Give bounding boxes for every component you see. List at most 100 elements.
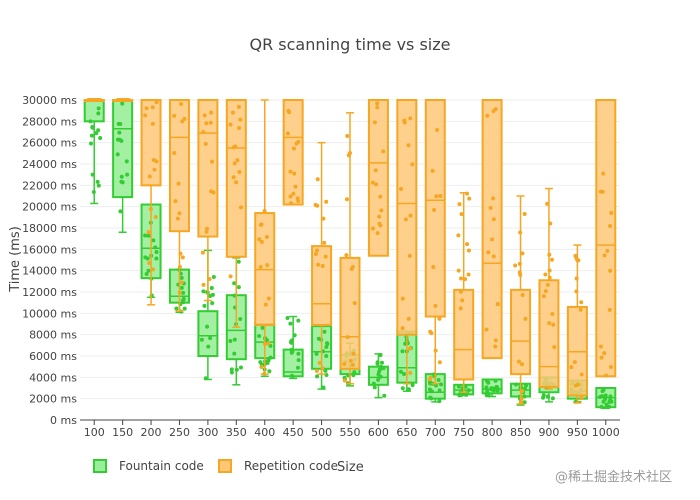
box-800[interactable] (481, 99, 503, 360)
box-150[interactable] (112, 98, 134, 102)
legend-label-fountain[interactable]: Fountain code (119, 459, 204, 473)
box-250[interactable] (168, 99, 190, 312)
x-tick-label: 550 (340, 426, 361, 439)
sample-point (178, 251, 183, 256)
sample-point (154, 256, 159, 261)
legend-label-repetition[interactable]: Repetition code (244, 459, 338, 473)
box-300[interactable] (197, 99, 219, 302)
box-500[interactable] (311, 141, 333, 375)
sample-point (543, 289, 548, 294)
sample-point (433, 303, 438, 308)
sample-point (204, 226, 209, 231)
box-450[interactable] (282, 99, 304, 206)
sample-point (373, 168, 378, 173)
sample-point (96, 128, 101, 133)
box-450[interactable] (282, 315, 304, 380)
box-850[interactable] (510, 195, 532, 405)
sample-point (229, 367, 234, 372)
sample-point (465, 191, 470, 196)
sample-point (175, 216, 180, 221)
sample-point (210, 301, 215, 306)
sample-point (410, 383, 415, 388)
legend-swatch-fountain[interactable] (93, 459, 107, 473)
sample-point (260, 325, 265, 330)
sample-point (266, 296, 271, 301)
box-800[interactable] (481, 378, 503, 398)
sample-point (406, 316, 411, 321)
box-100[interactable] (83, 99, 105, 205)
box-600[interactable] (367, 99, 389, 257)
sample-point (295, 365, 300, 370)
y-tick-label: 14000 ms (22, 265, 77, 278)
sample-point (579, 300, 584, 305)
legend-swatch-repetition[interactable] (218, 459, 232, 473)
y-axis-title: Time (ms) (8, 226, 23, 293)
sample-point (520, 251, 525, 256)
sample-point (352, 301, 357, 306)
sample-point (263, 341, 268, 346)
sample-point (518, 230, 523, 235)
sample-point (201, 282, 206, 287)
box-400[interactable] (254, 99, 276, 376)
sample-point (346, 153, 351, 158)
box-200[interactable] (140, 99, 162, 306)
box-150[interactable] (112, 99, 134, 234)
sample-point (150, 105, 155, 110)
x-tick-label: 700 (425, 426, 446, 439)
sample-point (202, 303, 207, 308)
sample-point (549, 257, 554, 262)
sample-point (324, 199, 329, 204)
x-axis-title: Size (337, 460, 364, 475)
sample-point (181, 297, 186, 302)
box-600[interactable] (367, 353, 389, 399)
box-iqr (140, 99, 162, 187)
sample-point (429, 389, 434, 394)
sample-point (233, 144, 238, 149)
x-tick-label: 500 (311, 426, 332, 439)
sample-point (258, 222, 263, 227)
sample-point (486, 380, 491, 385)
sample-point (375, 101, 380, 106)
box-950[interactable] (566, 244, 588, 404)
box-550[interactable] (339, 112, 361, 385)
sample-point (228, 339, 233, 344)
sample-point (342, 361, 347, 366)
box-1000[interactable] (595, 387, 617, 410)
sample-point (119, 174, 124, 179)
box-1000[interactable] (595, 99, 617, 378)
sample-point (408, 213, 413, 218)
box-900[interactable] (538, 187, 560, 390)
box-650[interactable] (396, 99, 418, 385)
plot-area (83, 98, 617, 410)
sample-point (493, 378, 498, 383)
box-350[interactable] (225, 99, 247, 328)
sample-point (495, 388, 500, 393)
sample-point (262, 371, 267, 376)
sample-point (179, 285, 184, 290)
sample-point (456, 268, 461, 273)
sample-point (147, 174, 152, 179)
box-iqr (83, 99, 105, 123)
sample-point (431, 264, 436, 269)
sample-point (579, 396, 584, 401)
sample-point (211, 274, 216, 279)
sample-point (179, 280, 184, 285)
sample-point (484, 385, 489, 390)
sample-point (172, 113, 177, 118)
sample-point (604, 402, 609, 407)
sample-point (375, 105, 380, 110)
sample-point (292, 171, 297, 176)
sample-point (543, 272, 548, 277)
sample-point (179, 102, 184, 107)
sample-point (519, 400, 524, 405)
box-750[interactable] (453, 191, 475, 394)
sample-point (437, 360, 442, 365)
sample-point (406, 143, 411, 148)
box-100[interactable] (83, 98, 105, 102)
legend[interactable]: Fountain code Repetition code (93, 459, 338, 473)
y-tick-label: 8000 ms (29, 329, 77, 342)
box-700[interactable] (424, 99, 446, 385)
y-tick-label: 16000 ms (22, 243, 77, 256)
sample-point (398, 369, 403, 374)
sample-point (208, 336, 213, 341)
